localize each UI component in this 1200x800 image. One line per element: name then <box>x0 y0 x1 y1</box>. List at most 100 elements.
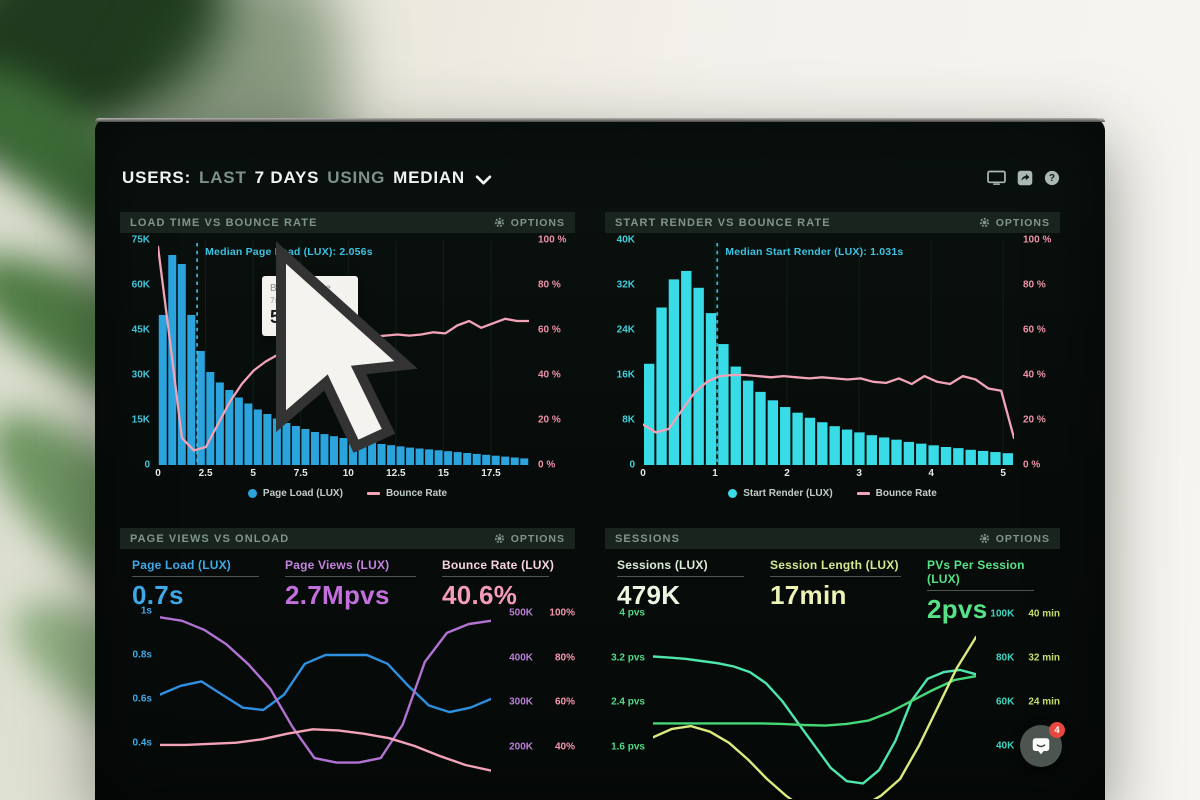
bar[interactable] <box>339 438 348 465</box>
bar[interactable] <box>177 264 186 465</box>
bar[interactable] <box>829 426 840 465</box>
bar[interactable] <box>206 372 215 465</box>
x-tick: 12.5 <box>386 468 406 479</box>
bar[interactable] <box>320 434 329 465</box>
bar[interactable] <box>291 426 300 465</box>
bar[interactable] <box>244 403 253 466</box>
bar[interactable] <box>804 417 816 465</box>
panel-title: SESSIONS <box>615 532 681 545</box>
bar[interactable] <box>263 414 272 465</box>
bar[interactable] <box>841 429 853 465</box>
legend-page-load[interactable]: Page Load (LUX) <box>247 488 343 499</box>
bar[interactable] <box>491 455 500 465</box>
options-button[interactable]: OPTIONS <box>979 533 1050 545</box>
bar[interactable] <box>377 444 386 465</box>
bar[interactable] <box>780 407 791 465</box>
options-button[interactable]: OPTIONS <box>494 217 565 229</box>
axis-tick: 75K <box>131 234 150 246</box>
bar[interactable] <box>501 456 510 465</box>
bar[interactable] <box>953 448 964 465</box>
bar[interactable] <box>878 437 890 465</box>
bar[interactable] <box>158 315 167 465</box>
bar[interactable] <box>196 351 205 465</box>
bar[interactable] <box>718 344 729 465</box>
line-page-views-lux-[interactable] <box>160 616 491 764</box>
bar[interactable] <box>368 442 377 465</box>
x-tick: 5 <box>250 468 256 479</box>
bar[interactable] <box>510 457 519 466</box>
bar[interactable] <box>891 439 902 465</box>
display-icon[interactable] <box>987 170 1006 186</box>
bar[interactable] <box>854 432 865 465</box>
line-bounce-rate-lux-[interactable] <box>160 728 491 772</box>
bar[interactable] <box>463 453 472 465</box>
bar[interactable] <box>453 452 462 465</box>
bar[interactable] <box>940 447 952 465</box>
line-sessions-lux-[interactable] <box>653 655 976 785</box>
bar[interactable] <box>742 380 754 465</box>
bar[interactable] <box>396 446 405 465</box>
bar[interactable] <box>866 435 877 465</box>
page-title[interactable]: USERS: LAST 7 DAYS USING MEDIAN <box>122 168 492 188</box>
bar[interactable] <box>767 400 779 465</box>
metric-pvs-per-session-lux-: PVs Per Session (LUX) 2pvs <box>927 558 1060 623</box>
bar[interactable] <box>656 307 667 466</box>
bar[interactable] <box>215 382 224 466</box>
bar[interactable] <box>225 390 234 465</box>
bar[interactable] <box>928 445 939 465</box>
bar[interactable] <box>358 441 367 465</box>
start-render-chart: 40K 32K 24K 16K 8K 0 Median Start Render (LUX… <box>605 233 1060 505</box>
bar[interactable] <box>425 449 434 465</box>
bar[interactable] <box>310 432 319 465</box>
bar[interactable] <box>817 422 828 465</box>
bar[interactable] <box>681 270 692 465</box>
chart-legend: Page Load (LUX) Bounce Rate <box>120 481 575 505</box>
bar[interactable] <box>693 287 704 465</box>
bar[interactable] <box>730 366 741 465</box>
bar[interactable] <box>643 363 655 465</box>
bar[interactable] <box>253 409 262 466</box>
bar[interactable] <box>301 429 310 465</box>
bar[interactable] <box>349 439 358 465</box>
bar[interactable] <box>965 449 976 465</box>
bar[interactable] <box>1002 453 1014 465</box>
legend-start-render[interactable]: Start Render (LUX) <box>728 488 833 499</box>
legend-bounce-rate[interactable]: Bounce Rate <box>856 488 937 499</box>
share-icon[interactable] <box>1017 170 1033 186</box>
bar[interactable] <box>234 397 243 466</box>
bar[interactable] <box>187 315 196 465</box>
axis-tick: 0.4s <box>132 737 152 749</box>
line-session-length-lux-[interactable] <box>653 635 976 799</box>
line-page-load-lux-[interactable] <box>160 653 491 714</box>
bar[interactable] <box>472 453 481 465</box>
bar[interactable] <box>387 445 396 465</box>
bar[interactable] <box>282 423 291 465</box>
chevron-down-icon[interactable] <box>475 174 492 185</box>
bar[interactable] <box>990 452 1001 465</box>
x-tick: 15 <box>437 468 449 479</box>
bar[interactable] <box>482 454 491 465</box>
options-button[interactable]: OPTIONS <box>494 533 565 545</box>
bar[interactable] <box>434 450 443 465</box>
bar[interactable] <box>415 448 424 466</box>
bar[interactable] <box>705 313 717 465</box>
chat-button[interactable]: 4 <box>1020 722 1065 767</box>
bar[interactable] <box>903 441 915 465</box>
bar[interactable] <box>272 418 281 466</box>
axis-tick: 60 % <box>538 324 561 336</box>
line-bounce-rate[interactable] <box>643 373 1014 440</box>
bar[interactable] <box>668 279 680 465</box>
bar[interactable] <box>520 458 529 465</box>
bar[interactable] <box>755 391 766 465</box>
line-pvs-per-session-lux-[interactable] <box>653 674 976 727</box>
bar[interactable] <box>329 436 338 465</box>
bar[interactable] <box>977 450 989 465</box>
legend-bounce-rate[interactable]: Bounce Rate <box>366 488 447 499</box>
bar[interactable] <box>444 451 453 465</box>
x-tick: 4 <box>928 468 934 479</box>
options-button[interactable]: OPTIONS <box>979 217 1050 229</box>
bar[interactable] <box>406 447 415 465</box>
bar[interactable] <box>916 443 927 465</box>
help-icon[interactable]: ? <box>1044 170 1060 186</box>
bar[interactable] <box>792 412 803 465</box>
